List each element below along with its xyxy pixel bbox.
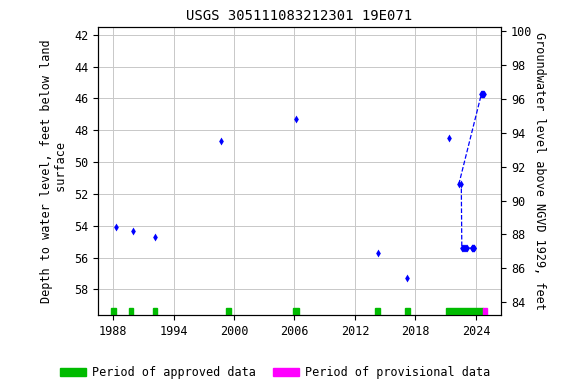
Point bbox=[479, 91, 488, 97]
Point bbox=[217, 138, 226, 144]
Point bbox=[479, 91, 488, 97]
Bar bbox=[294, 308, 298, 314]
Bar bbox=[446, 308, 483, 314]
Point bbox=[292, 116, 301, 122]
Bar bbox=[226, 308, 231, 314]
Point bbox=[111, 224, 120, 230]
Point bbox=[457, 181, 466, 187]
Point bbox=[454, 181, 463, 187]
Point bbox=[469, 245, 479, 251]
Bar bbox=[406, 308, 411, 314]
Point bbox=[374, 250, 383, 256]
Point bbox=[403, 275, 412, 281]
Point bbox=[128, 227, 138, 233]
Point bbox=[460, 245, 469, 251]
Point bbox=[478, 91, 487, 97]
Title: USGS 305111083212301 19E071: USGS 305111083212301 19E071 bbox=[187, 9, 412, 23]
Bar bbox=[129, 308, 133, 314]
Y-axis label: Groundwater level above NGVD 1929, feet: Groundwater level above NGVD 1929, feet bbox=[533, 32, 546, 310]
Point bbox=[467, 245, 476, 251]
Point bbox=[458, 245, 468, 251]
Point bbox=[478, 91, 487, 97]
Bar bbox=[111, 308, 116, 314]
Point bbox=[470, 245, 479, 251]
Point bbox=[479, 91, 488, 97]
Point bbox=[461, 245, 470, 251]
Point bbox=[463, 245, 472, 251]
Bar bbox=[483, 308, 487, 314]
Point bbox=[151, 234, 160, 240]
Bar bbox=[153, 308, 157, 314]
Point bbox=[469, 245, 478, 251]
Y-axis label: Depth to water level, feet below land
 surface: Depth to water level, feet below land su… bbox=[40, 39, 69, 303]
Point bbox=[462, 245, 471, 251]
Legend: Period of approved data, Period of provisional data: Period of approved data, Period of provi… bbox=[55, 361, 495, 384]
Point bbox=[444, 135, 453, 141]
Bar bbox=[375, 308, 380, 314]
Point bbox=[477, 91, 486, 97]
Point bbox=[468, 245, 477, 251]
Point bbox=[457, 245, 467, 251]
Point bbox=[468, 245, 478, 251]
